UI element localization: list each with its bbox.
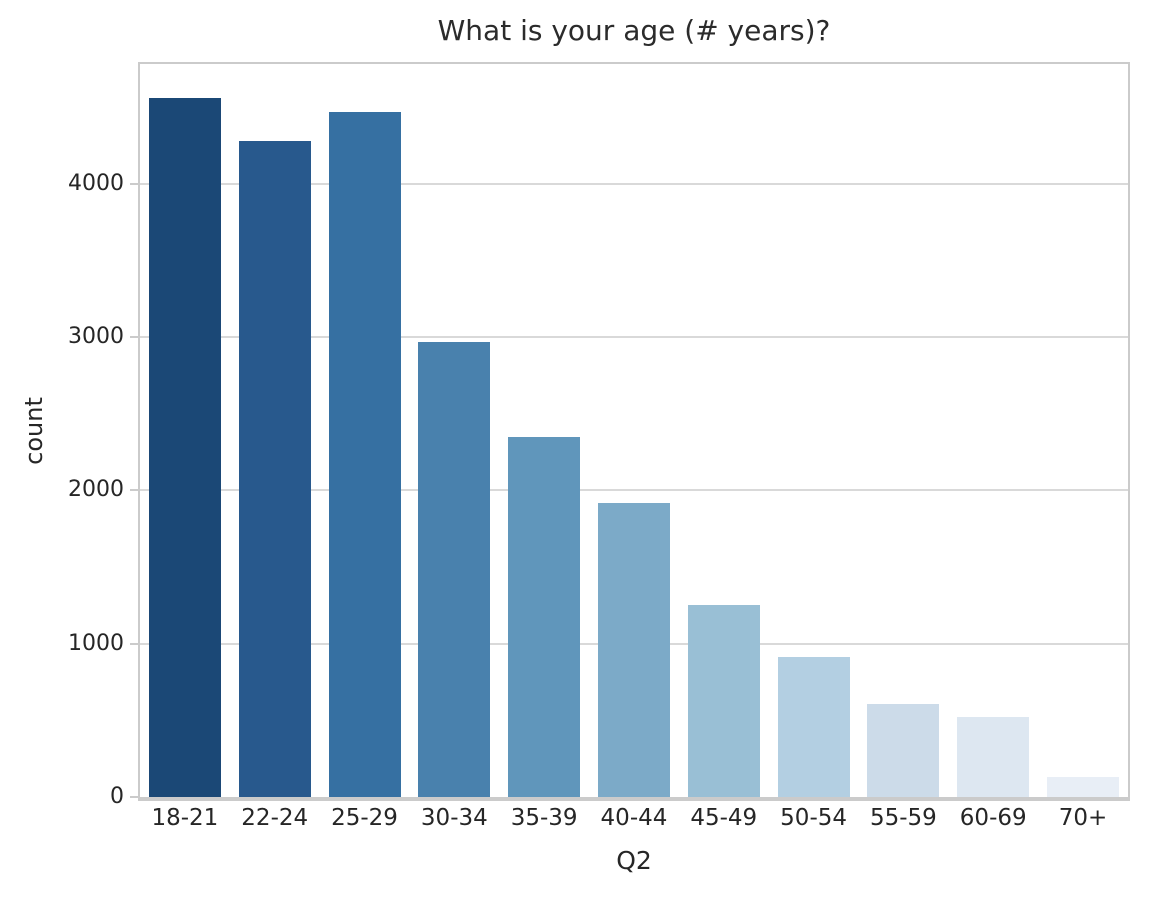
x-tick-label-35-39: 35-39: [510, 805, 578, 831]
x-tick-label-45-49: 45-49: [690, 805, 758, 831]
bar-35-39: [508, 436, 581, 797]
bar-45-49: [687, 605, 760, 797]
bar-70+: [1047, 777, 1120, 797]
x-tick-label-70+: 70+: [1058, 805, 1108, 831]
bar-50-54: [777, 656, 850, 797]
x-tick-label-60-69: 60-69: [959, 805, 1027, 831]
gridline-3000: [140, 335, 1128, 338]
x-tick-label-55-59: 55-59: [869, 805, 937, 831]
bar-slot-30-34: 30-34: [409, 64, 499, 830]
x-tick-label-22-24: 22-24: [241, 805, 309, 831]
y-tick-mark-4000: [130, 182, 138, 185]
bar-18-21: [148, 97, 221, 797]
x-tick-label-40-44: 40-44: [600, 805, 668, 831]
bar-22-24: [238, 140, 311, 797]
y-tick-label-2000: 2000: [68, 477, 124, 503]
bar-slot-18-21: 18-21: [140, 64, 230, 830]
x-tick-label-50-54: 50-54: [780, 805, 848, 831]
x-tick-label-18-21: 18-21: [151, 805, 219, 831]
y-tick-mark-2000: [130, 489, 138, 492]
bar-slot-70+: 70+: [1038, 64, 1128, 830]
bar-slot-60-69: 60-69: [948, 64, 1038, 830]
y-tick-label-3000: 3000: [68, 323, 124, 349]
chart-title: What is your age (# years)?: [437, 14, 831, 47]
bar-slot-55-59: 55-59: [859, 64, 949, 830]
plot-area: 0 1000 2000 3000 4000 18-21 22-24 25-29 30-34 35…: [68, 62, 1130, 830]
bar-slot-40-44: 40-44: [589, 64, 679, 830]
bar-40-44: [597, 502, 670, 797]
bar-slot-22-24: 22-24: [230, 64, 320, 830]
y-tick-label-4000: 4000: [68, 170, 124, 196]
y-tick-mark-3000: [130, 335, 138, 338]
bars-layer: 18-21 22-24 25-29 30-34 35-39 40-44 45-49 50-54…: [140, 64, 1128, 830]
x-tick-label-30-34: 30-34: [420, 805, 488, 831]
bar-slot-45-49: 45-49: [679, 64, 769, 830]
bar-30-34: [418, 341, 491, 797]
bar-25-29: [328, 111, 401, 797]
bar-slot-50-54: 50-54: [769, 64, 859, 830]
y-tick-label-0: 0: [110, 784, 124, 809]
gridline-2000: [140, 489, 1128, 492]
y-tick-mark-1000: [130, 642, 138, 645]
y-tick-label-1000: 1000: [68, 630, 124, 656]
bar-55-59: [867, 704, 940, 797]
bar-slot-35-39: 35-39: [499, 64, 589, 830]
bar-60-69: [957, 716, 1030, 797]
x-tick-label-25-29: 25-29: [331, 805, 398, 831]
gridline-4000: [140, 182, 1128, 185]
y-tick-mark-0: [130, 796, 138, 798]
bar-slot-25-29: 25-29: [320, 64, 410, 830]
x-axis-label: Q2: [616, 846, 652, 875]
y-axis-label: count: [20, 397, 48, 465]
